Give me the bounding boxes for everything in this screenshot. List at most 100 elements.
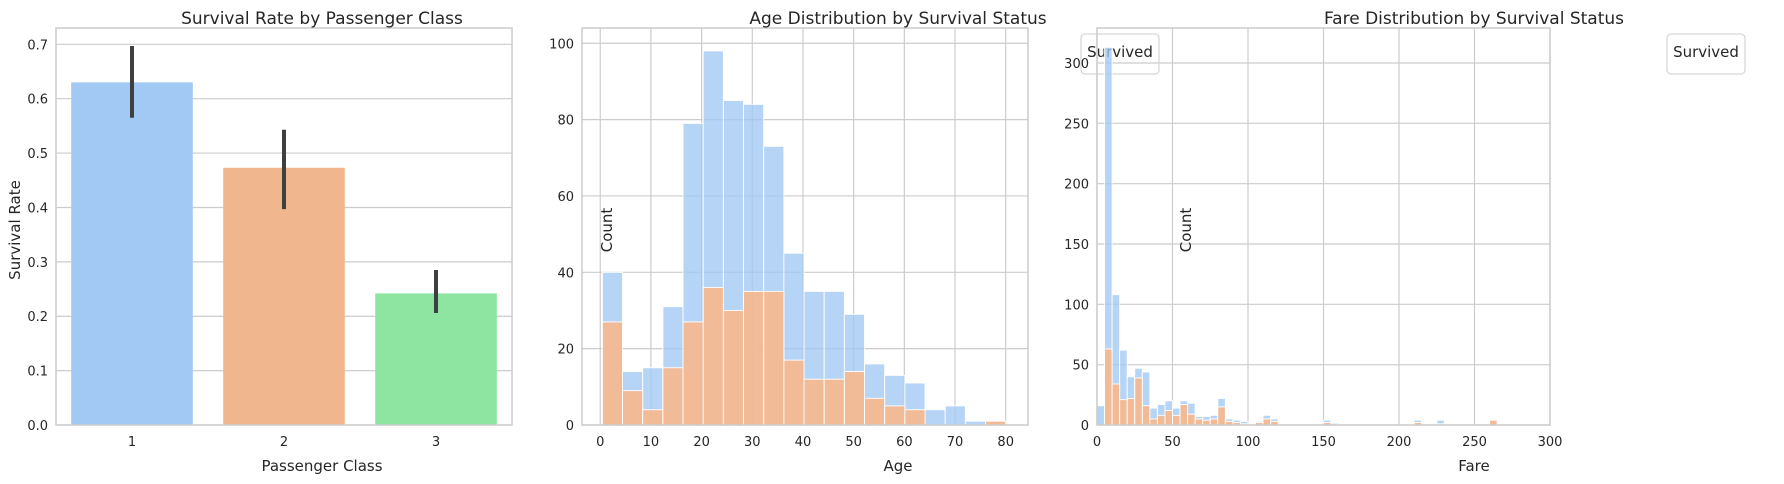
histogram-bar-series-1 [823, 378, 845, 426]
histogram-bar-series-1 [682, 321, 704, 426]
y-tick-label: 0.0 [27, 419, 48, 434]
histogram-bar-series-1 [1156, 414, 1166, 426]
panel-fare-distribution: 0 50 100 150 200 250 300 0 50 100 150 200 250 300 Far… [1064, 9, 1746, 475]
x-tick-label: 30 [744, 435, 761, 450]
y-axis-label: Survival Rate [6, 180, 24, 280]
histogram-bar-series-1 [1164, 410, 1173, 426]
tick-labels: 0 50 100 150 200 250 300 0 50 100 150 200 250 300 [1064, 57, 1562, 450]
histogram-bar-series-1 [1111, 383, 1121, 426]
axes-frame [581, 27, 1029, 426]
y-axis-label: Count [1177, 208, 1195, 253]
histogram-bar-series-1 [1217, 406, 1226, 426]
histogram-bar-series-1 [1194, 418, 1204, 426]
y-tick-label: 60 [557, 190, 574, 205]
y-axis-label: Count [598, 208, 616, 253]
axes-spine [581, 27, 1029, 426]
x-tick-label: 10 [643, 435, 660, 450]
axes-spine [1096, 27, 1551, 426]
histogram-bar-series-1 [1141, 405, 1151, 426]
y-tick-label: 300 [1064, 57, 1089, 72]
histogram-bar-series-1 [1209, 418, 1219, 426]
histogram-bar-series-1 [803, 378, 825, 426]
histogram-bar-series-1 [743, 290, 765, 426]
chart-title: Fare Distribution by Survival Status [1324, 9, 1624, 29]
x-tick-label: 2 [280, 435, 288, 450]
histogram-bar-series-1 [1179, 404, 1189, 426]
y-tick-label: 0.5 [27, 147, 48, 162]
legend-box [1080, 33, 1160, 75]
histogram-bar-series-1 [763, 290, 785, 426]
y-tick-label: 150 [1064, 238, 1089, 253]
histogram-bar-series-1 [642, 409, 664, 426]
x-tick-label: 250 [1462, 435, 1487, 450]
x-tick-label: 1 [128, 435, 136, 450]
chart-title: Survival Rate by Passenger Class [181, 9, 463, 29]
x-tick-label: 100 [1236, 435, 1261, 450]
x-tick-label: 70 [947, 435, 964, 450]
legend-title: Survived [1673, 43, 1739, 61]
y-tick-label: 200 [1064, 178, 1089, 193]
y-tick-label: 0.1 [27, 365, 48, 380]
legend: Survived [1666, 33, 1746, 75]
x-tick-label: 300 [1538, 435, 1563, 450]
x-tick-label: 20 [693, 435, 710, 450]
y-tick-label: 0 [566, 419, 574, 434]
histogram-bar-series-1 [783, 359, 805, 426]
histogram-bar-series-1 [884, 405, 906, 426]
chart-title: Age Distribution by Survival Status [749, 9, 1046, 29]
x-tick-label: 50 [845, 435, 862, 450]
x-tick-label: 3 [432, 435, 440, 450]
histogram-bar-series-1 [904, 409, 926, 426]
x-tick-label: 200 [1387, 435, 1412, 450]
histogram-bar-series-1 [1119, 399, 1128, 426]
histogram-bar-series-1 [1126, 398, 1136, 426]
histogram-bar-series-1 [1187, 413, 1196, 426]
histogram-bar-series-1 [662, 367, 684, 426]
histogram-bar-series-1 [1172, 414, 1181, 426]
histogram-bar-series-1 [702, 287, 724, 426]
bar-class-2 [223, 167, 345, 425]
y-tick-label: 0 [1081, 419, 1089, 434]
x-tick-label: 150 [1311, 435, 1336, 450]
y-tick-label: 0.6 [27, 93, 48, 108]
histogram-bar-series-0 [944, 405, 966, 426]
histogram-bars [601, 50, 1007, 426]
axes-frame [1096, 27, 1551, 426]
y-tick-label: 0.4 [27, 201, 48, 216]
x-tick-label: 0 [1093, 435, 1101, 450]
panel-survival-by-class: 0.0 0.1 0.2 0.3 0.4 0.5 0.6 0.7 1 2 3 Survival Rat… [6, 9, 513, 475]
legend-title: Survived [1087, 43, 1153, 61]
y-tick-label: 0.3 [27, 256, 48, 271]
x-axis-label: Age [883, 457, 912, 475]
histogram-bar-series-1 [722, 310, 744, 426]
histogram-bar-series-1 [1134, 377, 1143, 426]
y-tick-label: 100 [1064, 298, 1089, 313]
legend: Survived [1080, 33, 1160, 75]
x-tick-label: 80 [997, 435, 1014, 450]
histogram-bar-series-1 [1149, 418, 1158, 426]
bar-class-3 [375, 293, 497, 425]
y-tick-label: 40 [557, 266, 574, 281]
panel-age-distribution: 0 20 40 60 80 100 0 10 20 30 40 50 60 70 80 Age Distri… [549, 9, 1160, 475]
histogram-bar-series-1 [843, 371, 865, 426]
y-tick-label: 20 [557, 343, 574, 358]
tick-labels: 0.0 0.1 0.2 0.3 0.4 0.5 0.6 0.7 1 2 3 [27, 38, 440, 450]
histogram-bar-series-1 [1104, 348, 1113, 426]
x-tick-label: 50 [1164, 435, 1181, 450]
tick-labels: 0 20 40 60 80 100 0 10 20 30 40 50 60 70 80 [549, 37, 1014, 450]
y-tick-label: 100 [549, 37, 574, 52]
x-axis-label: Passenger Class [261, 457, 382, 475]
histogram-bar-series-1 [864, 397, 886, 426]
histogram-bar-series-0 [924, 409, 946, 426]
histogram-bar-series-1 [622, 390, 644, 426]
y-tick-label: 50 [1072, 359, 1089, 374]
histogram-bar-series-1 [1262, 418, 1272, 426]
bars [71, 45, 497, 426]
y-tick-label: 0.2 [27, 310, 48, 325]
y-tick-label: 0.7 [27, 38, 48, 53]
y-tick-label: 250 [1064, 117, 1089, 132]
x-tick-label: 40 [795, 435, 812, 450]
axes-frame [55, 27, 513, 426]
axes-spine [55, 27, 513, 426]
